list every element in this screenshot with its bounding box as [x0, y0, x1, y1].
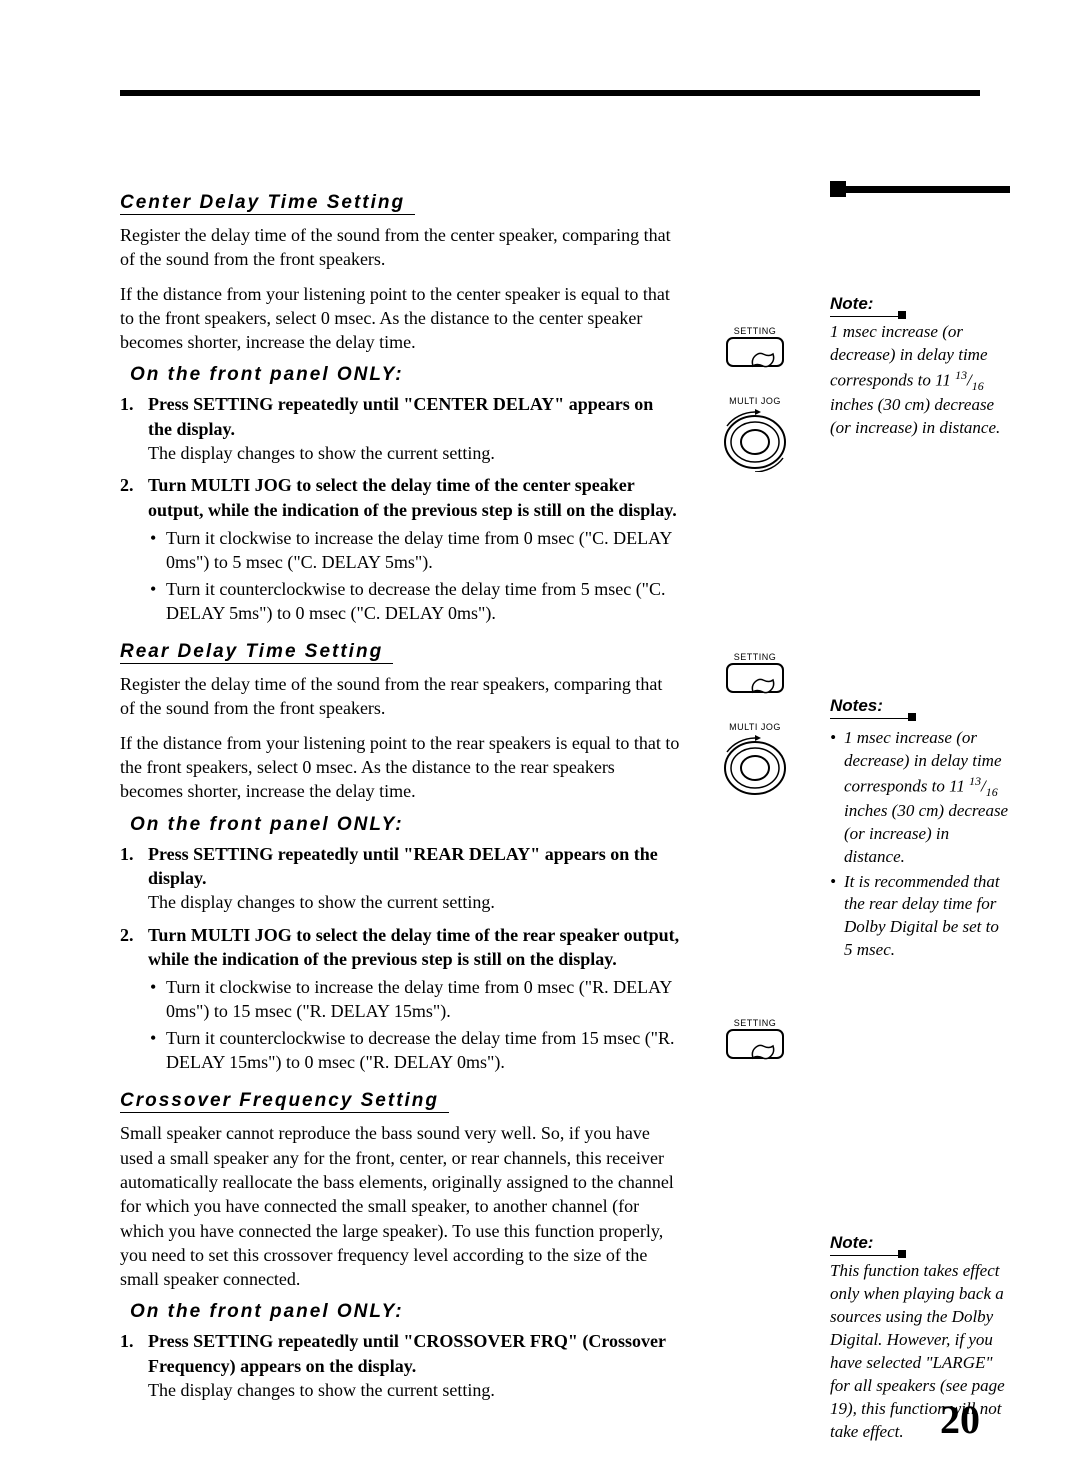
- icon-label: SETTING: [725, 326, 785, 336]
- section-title: Rear Delay Time Setting: [120, 641, 393, 664]
- note-text: This function takes effect only when pla…: [830, 1260, 1010, 1444]
- section-rear-delay: Rear Delay Time Setting Register the del…: [120, 635, 680, 1074]
- step-item: Press SETTING repeatedly until "REAR DEL…: [120, 842, 680, 915]
- setting-button-icon: SETTING: [725, 326, 785, 380]
- setting-button-icon: SETTING: [725, 652, 785, 706]
- setting-button-icon: SETTING: [725, 1018, 785, 1072]
- section-title: Crossover Frequency Setting: [120, 1090, 449, 1113]
- note-item: It is recommended that the rear delay ti…: [830, 871, 1010, 963]
- right-column: Note: 1 msec increase (or decrease) in d…: [830, 186, 1010, 1484]
- para: Small speaker cannot reproduce the bass …: [120, 1121, 680, 1291]
- note-text: 1 msec increase (or decrease) in delay t…: [830, 321, 1010, 440]
- multijog-icon: MULTI JOG: [717, 396, 793, 472]
- note-title: Note:: [830, 1232, 903, 1256]
- step-sub: The display changes to show the current …: [148, 890, 680, 914]
- panel-label: On the front panel ONLY:: [130, 814, 680, 836]
- note-title: Notes:: [830, 695, 913, 719]
- multijog-icon: MULTI JOG: [717, 722, 793, 798]
- step-head: Press SETTING repeatedly until "REAR DEL…: [148, 844, 658, 888]
- step-item: Press SETTING repeatedly until "CROSSOVE…: [120, 1329, 680, 1402]
- steps-list: Press SETTING repeatedly until "CROSSOVE…: [120, 1329, 680, 1402]
- step-item: Press SETTING repeatedly until "CENTER D…: [120, 392, 680, 465]
- corner-tick: [830, 186, 1010, 193]
- note-block: Note: 1 msec increase (or decrease) in d…: [830, 293, 1010, 440]
- top-rule: [120, 90, 980, 96]
- step-item: Turn MULTI JOG to select the delay time …: [120, 473, 680, 625]
- icon-label: MULTI JOG: [717, 722, 793, 732]
- icon-group: SETTING: [725, 1018, 785, 1072]
- para: If the distance from your listening poin…: [120, 731, 680, 804]
- manual-page: Center Delay Time Setting Register the d…: [0, 0, 1080, 1483]
- step-head: Turn MULTI JOG to select the delay time …: [148, 925, 679, 969]
- para: If the distance from your listening poin…: [120, 282, 680, 355]
- icon-group: SETTING MULTI JOG: [717, 326, 793, 472]
- steps-list: Press SETTING repeatedly until "REAR DEL…: [120, 842, 680, 1075]
- icon-label: MULTI JOG: [717, 396, 793, 406]
- page-number: 20: [940, 1396, 980, 1443]
- notes-list: 1 msec increase (or decrease) in delay t…: [830, 727, 1010, 963]
- panel-label: On the front panel ONLY:: [130, 364, 680, 386]
- note-title: Note:: [830, 293, 903, 317]
- mid-column: SETTING MULTI JOG: [710, 186, 800, 1484]
- left-column: Center Delay Time Setting Register the d…: [120, 186, 680, 1484]
- para: Register the delay time of the sound fro…: [120, 672, 680, 721]
- bullet-item: Turn it counterclockwise to decrease the…: [148, 1026, 680, 1075]
- icon-label: SETTING: [725, 652, 785, 662]
- section-center-delay: Center Delay Time Setting Register the d…: [120, 186, 680, 625]
- icon-group: SETTING MULTI JOG: [717, 652, 793, 798]
- steps-list: Press SETTING repeatedly until "CENTER D…: [120, 392, 680, 625]
- section-crossover: Crossover Frequency Setting Small speake…: [120, 1084, 680, 1402]
- section-title: Center Delay Time Setting: [120, 192, 415, 215]
- bullet-item: Turn it clockwise to increase the delay …: [148, 526, 680, 575]
- step-sub: The display changes to show the current …: [148, 1378, 680, 1402]
- panel-label: On the front panel ONLY:: [130, 1301, 680, 1323]
- note-item: 1 msec increase (or decrease) in delay t…: [830, 727, 1010, 869]
- bullet-item: Turn it counterclockwise to decrease the…: [148, 577, 680, 626]
- step-head: Press SETTING repeatedly until "CROSSOVE…: [148, 1331, 666, 1375]
- bullet-item: Turn it clockwise to increase the delay …: [148, 975, 680, 1024]
- bullet-list: Turn it clockwise to increase the delay …: [148, 526, 680, 625]
- step-item: Turn MULTI JOG to select the delay time …: [120, 923, 680, 1075]
- step-head: Press SETTING repeatedly until "CENTER D…: [148, 394, 653, 438]
- bullet-list: Turn it clockwise to increase the delay …: [148, 975, 680, 1074]
- step-sub: The display changes to show the current …: [148, 441, 680, 465]
- note-block: Note: This function takes effect only wh…: [830, 1232, 1010, 1443]
- icon-label: SETTING: [725, 1018, 785, 1028]
- notes-block: Notes: 1 msec increase (or decrease) in …: [830, 695, 1010, 962]
- content-row: Center Delay Time Setting Register the d…: [120, 186, 980, 1484]
- step-head: Turn MULTI JOG to select the delay time …: [148, 475, 677, 519]
- para: Register the delay time of the sound fro…: [120, 223, 680, 272]
